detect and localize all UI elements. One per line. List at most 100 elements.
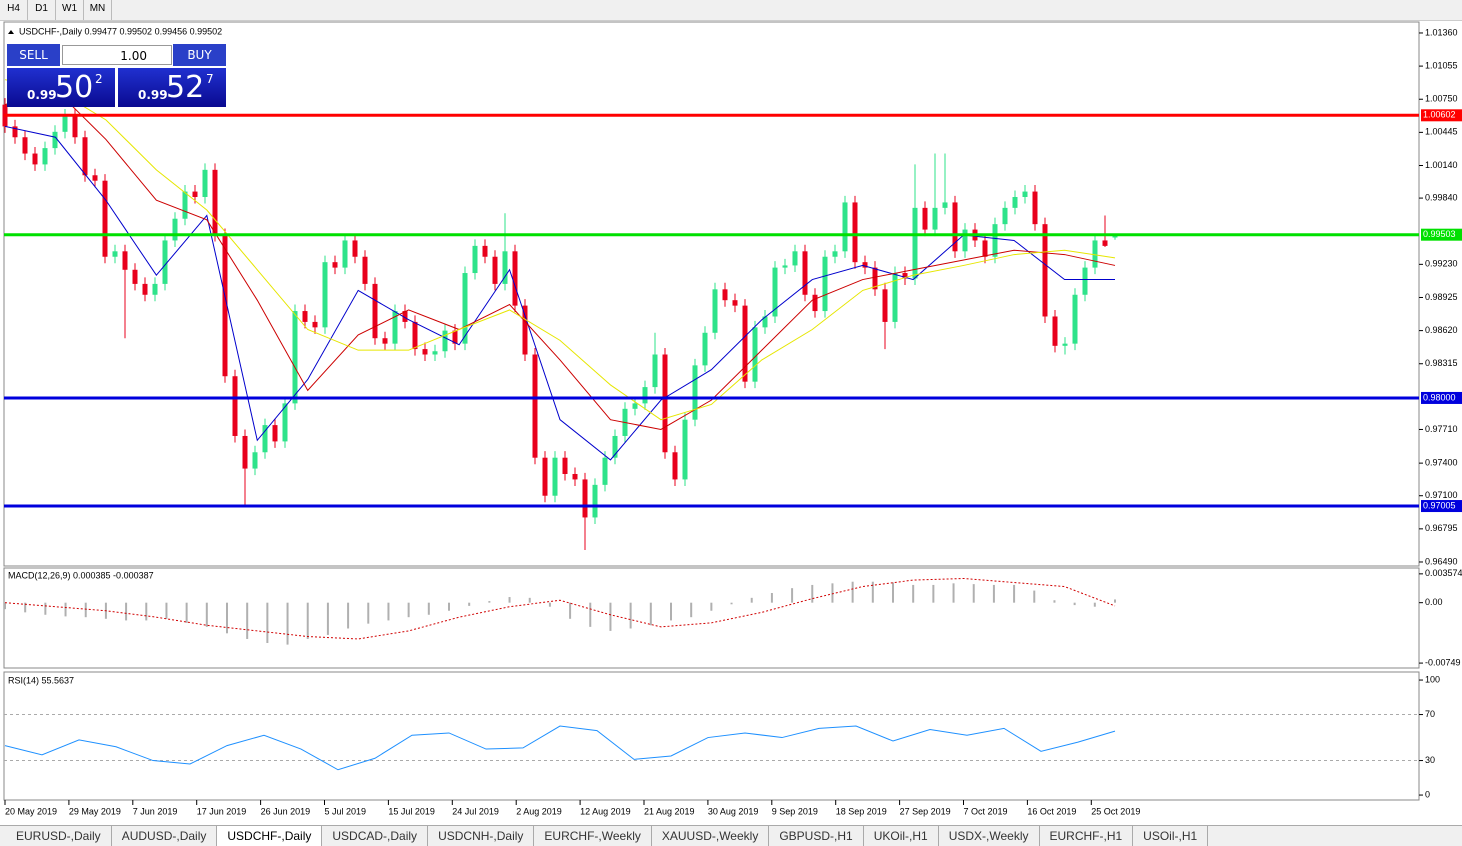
candle-body <box>692 365 698 420</box>
candle-body <box>472 245 478 274</box>
candle-body <box>22 137 28 154</box>
moving-average <box>4 79 1116 421</box>
chart-tab[interactable]: XAUUSD-,Weekly <box>652 826 770 846</box>
candle-body <box>452 330 458 344</box>
candle-body <box>502 251 508 284</box>
x-tick-label: 20 May 2019 <box>5 806 57 816</box>
candle-body <box>832 251 838 257</box>
rsi-line <box>4 725 1116 771</box>
candle-body <box>532 354 538 458</box>
candle-body <box>602 457 608 485</box>
y-tick-label: 0.96490 <box>1425 556 1458 566</box>
candle-body <box>742 305 748 382</box>
candle-body <box>442 330 448 352</box>
candle-body <box>632 403 638 409</box>
chart-window: USDCHF-,Daily 0.99477 0.99502 0.99456 0.… <box>2 21 1462 816</box>
timeframe-button[interactable]: MN <box>84 0 112 20</box>
sell-price[interactable]: 0.99 50 2 <box>7 68 115 107</box>
chart-tab[interactable]: UKOil-,H1 <box>864 826 939 846</box>
y-tick-label: 100 <box>1425 674 1440 684</box>
candle-body <box>52 131 58 149</box>
x-tick-label: 5 Jul 2019 <box>325 806 367 816</box>
chart-tab[interactable]: EURCHF-,Weekly <box>534 826 652 846</box>
chart-title: USDCHF-,Daily 0.99477 0.99502 0.99456 0.… <box>19 26 222 36</box>
candle-body <box>962 229 968 252</box>
candle-body <box>432 351 438 355</box>
y-tick-label: 0.99230 <box>1425 259 1458 269</box>
candle-body <box>272 425 278 442</box>
x-tick-label: 12 Aug 2019 <box>580 806 631 816</box>
lot-input[interactable]: 1.00 <box>62 45 172 65</box>
candle-body <box>422 349 428 355</box>
rsi-frame <box>3 671 1420 801</box>
main-frame <box>3 21 1420 567</box>
buy-button[interactable]: BUY <box>173 44 226 66</box>
sell-button[interactable]: SELL <box>7 44 60 66</box>
level-label-box <box>1421 500 1462 513</box>
chart-tab[interactable]: AUDUSD-,Daily <box>112 826 218 846</box>
macd-title: MACD(12,26,9) 0.000385 -0.000387 <box>8 570 154 580</box>
candle-body <box>232 376 238 436</box>
candle-body <box>802 251 808 295</box>
price-prefix: 0.99 <box>27 88 57 102</box>
y-tick-label: 0.98925 <box>1425 292 1458 302</box>
x-tick-label: 18 Sep 2019 <box>836 806 887 816</box>
macd-frame <box>3 567 1420 669</box>
y-tick-label: 1.01360 <box>1425 27 1458 37</box>
candle-body <box>822 256 828 312</box>
candle-body <box>142 283 148 295</box>
price-pips: 52 <box>166 70 205 105</box>
x-tick-label: 30 Aug 2019 <box>708 806 759 816</box>
x-tick-label: 17 Jun 2019 <box>197 806 247 816</box>
candle-body <box>342 240 348 268</box>
y-tick-label: 0.003574 <box>1425 568 1462 578</box>
x-tick-label: 16 Oct 2019 <box>1027 806 1076 816</box>
x-tick-label: 15 Jul 2019 <box>388 806 435 816</box>
moving-average <box>4 88 1116 430</box>
y-tick-label: 70 <box>1425 709 1435 719</box>
candle-body <box>662 354 668 453</box>
candle-body <box>1022 191 1028 197</box>
candle-body <box>392 311 398 344</box>
timeframe-button[interactable]: H4 <box>0 0 28 20</box>
chart-tab[interactable]: USOil-,H1 <box>1133 826 1209 846</box>
candle-body <box>32 153 38 165</box>
chart-tabs: EURUSD-,Daily AUDUSD-,Daily USDCHF-,Daily U… <box>0 825 1462 846</box>
chart-tab[interactable]: USDCNH-,Daily <box>428 826 535 846</box>
chart-tab[interactable]: EURUSD-,Daily <box>6 826 112 846</box>
candle-body <box>102 180 108 257</box>
candle-body <box>592 484 598 518</box>
y-tick-label: 0.99840 <box>1425 192 1458 202</box>
candle-body <box>932 207 938 230</box>
timeframe-button[interactable]: W1 <box>56 0 84 20</box>
level-label-box <box>1421 109 1462 122</box>
y-tick-label: 30 <box>1425 755 1435 765</box>
candle-body <box>572 473 578 480</box>
buy-price[interactable]: 0.99 52 7 <box>118 68 226 107</box>
candle-body <box>1082 267 1088 295</box>
chart-tab[interactable]: GBPUSD-,H1 <box>769 826 864 846</box>
level-label-box <box>1421 228 1462 241</box>
candle-body <box>702 332 708 366</box>
chart-tab[interactable]: EURCHF-,H1 <box>1040 826 1134 846</box>
price-fraction: 2 <box>95 72 103 86</box>
chart-tab[interactable]: USDCHF-,Daily <box>217 826 323 846</box>
candle-body <box>362 256 368 284</box>
candle-body <box>482 245 488 257</box>
candle-body <box>1092 240 1098 268</box>
y-tick-label: 1.01055 <box>1425 60 1458 70</box>
candle-body <box>1042 224 1048 317</box>
y-tick-label: 0.98315 <box>1425 358 1458 368</box>
candle-body <box>172 218 178 241</box>
timeframe-button[interactable]: D1 <box>28 0 56 20</box>
timeframe-toolbar: H4 D1 W1 MN <box>0 0 1462 21</box>
price-prefix: 0.99 <box>138 88 168 102</box>
chart-tab[interactable]: USDX-,Weekly <box>939 826 1040 846</box>
candle-body <box>1062 343 1068 346</box>
x-tick-label: 24 Jul 2019 <box>452 806 499 816</box>
candle-body <box>942 202 948 208</box>
candle-body <box>182 191 188 219</box>
candle-body <box>492 256 498 284</box>
chart-tab[interactable]: USDCAD-,Daily <box>322 826 429 846</box>
candle-body <box>202 169 208 197</box>
